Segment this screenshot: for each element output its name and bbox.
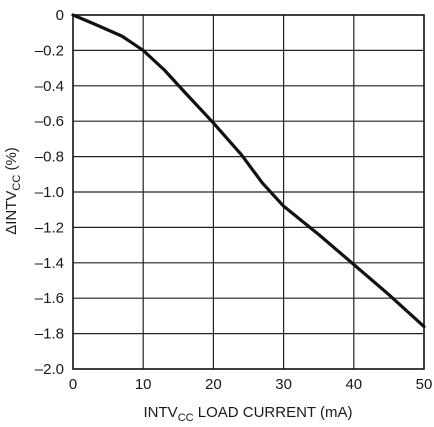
y-tick-label: 0 <box>56 7 64 24</box>
y-tick-label: –0.4 <box>35 78 64 95</box>
series-layer <box>71 13 426 329</box>
x-tick-label: 10 <box>135 376 152 393</box>
x-axis-title-prefix: INTV <box>144 404 178 421</box>
y-axis-title-prefix: ΔINTV <box>3 191 20 235</box>
x-tick-label: 50 <box>416 376 433 393</box>
x-tick-label: 0 <box>69 376 77 393</box>
x-tick-label: 40 <box>345 376 362 393</box>
x-axis-tick-labels: 0 10 20 30 40 50 <box>69 376 433 393</box>
y-tick-label: –0.2 <box>35 42 64 59</box>
x-axis-title-suffix: LOAD CURRENT (mA) <box>194 404 353 421</box>
y-axis-title: ΔINTVCC (%) <box>3 147 23 235</box>
y-tick-label: –1.0 <box>35 184 64 201</box>
y-tick-label: –1.8 <box>35 326 64 343</box>
y-tick-label: –0.6 <box>35 113 64 130</box>
x-tick-label: 20 <box>205 376 222 393</box>
x-axis-title: INTVCC LOAD CURRENT (mA) <box>144 404 353 424</box>
y-tick-label: –1.2 <box>35 219 64 236</box>
y-tick-label: –2.0 <box>35 361 64 378</box>
y-tick-label: –1.4 <box>35 255 64 272</box>
y-axis-title-suffix: (%) <box>3 147 20 175</box>
grid-lines <box>73 15 424 369</box>
y-axis-title-subscript: CC <box>11 175 23 191</box>
y-tick-label: –1.6 <box>35 290 64 307</box>
x-tick-label: 30 <box>275 376 292 393</box>
x-axis-title-subscript: CC <box>178 412 194 424</box>
y-tick-label: –0.8 <box>35 149 64 166</box>
plot-frame <box>72 14 425 370</box>
series-line <box>71 13 426 329</box>
y-axis-tick-labels: 0 –0.2 –0.4 –0.6 –0.8 –1.0 –1.2 –1.4 –1.6 –1.8 –2.… <box>35 7 64 378</box>
